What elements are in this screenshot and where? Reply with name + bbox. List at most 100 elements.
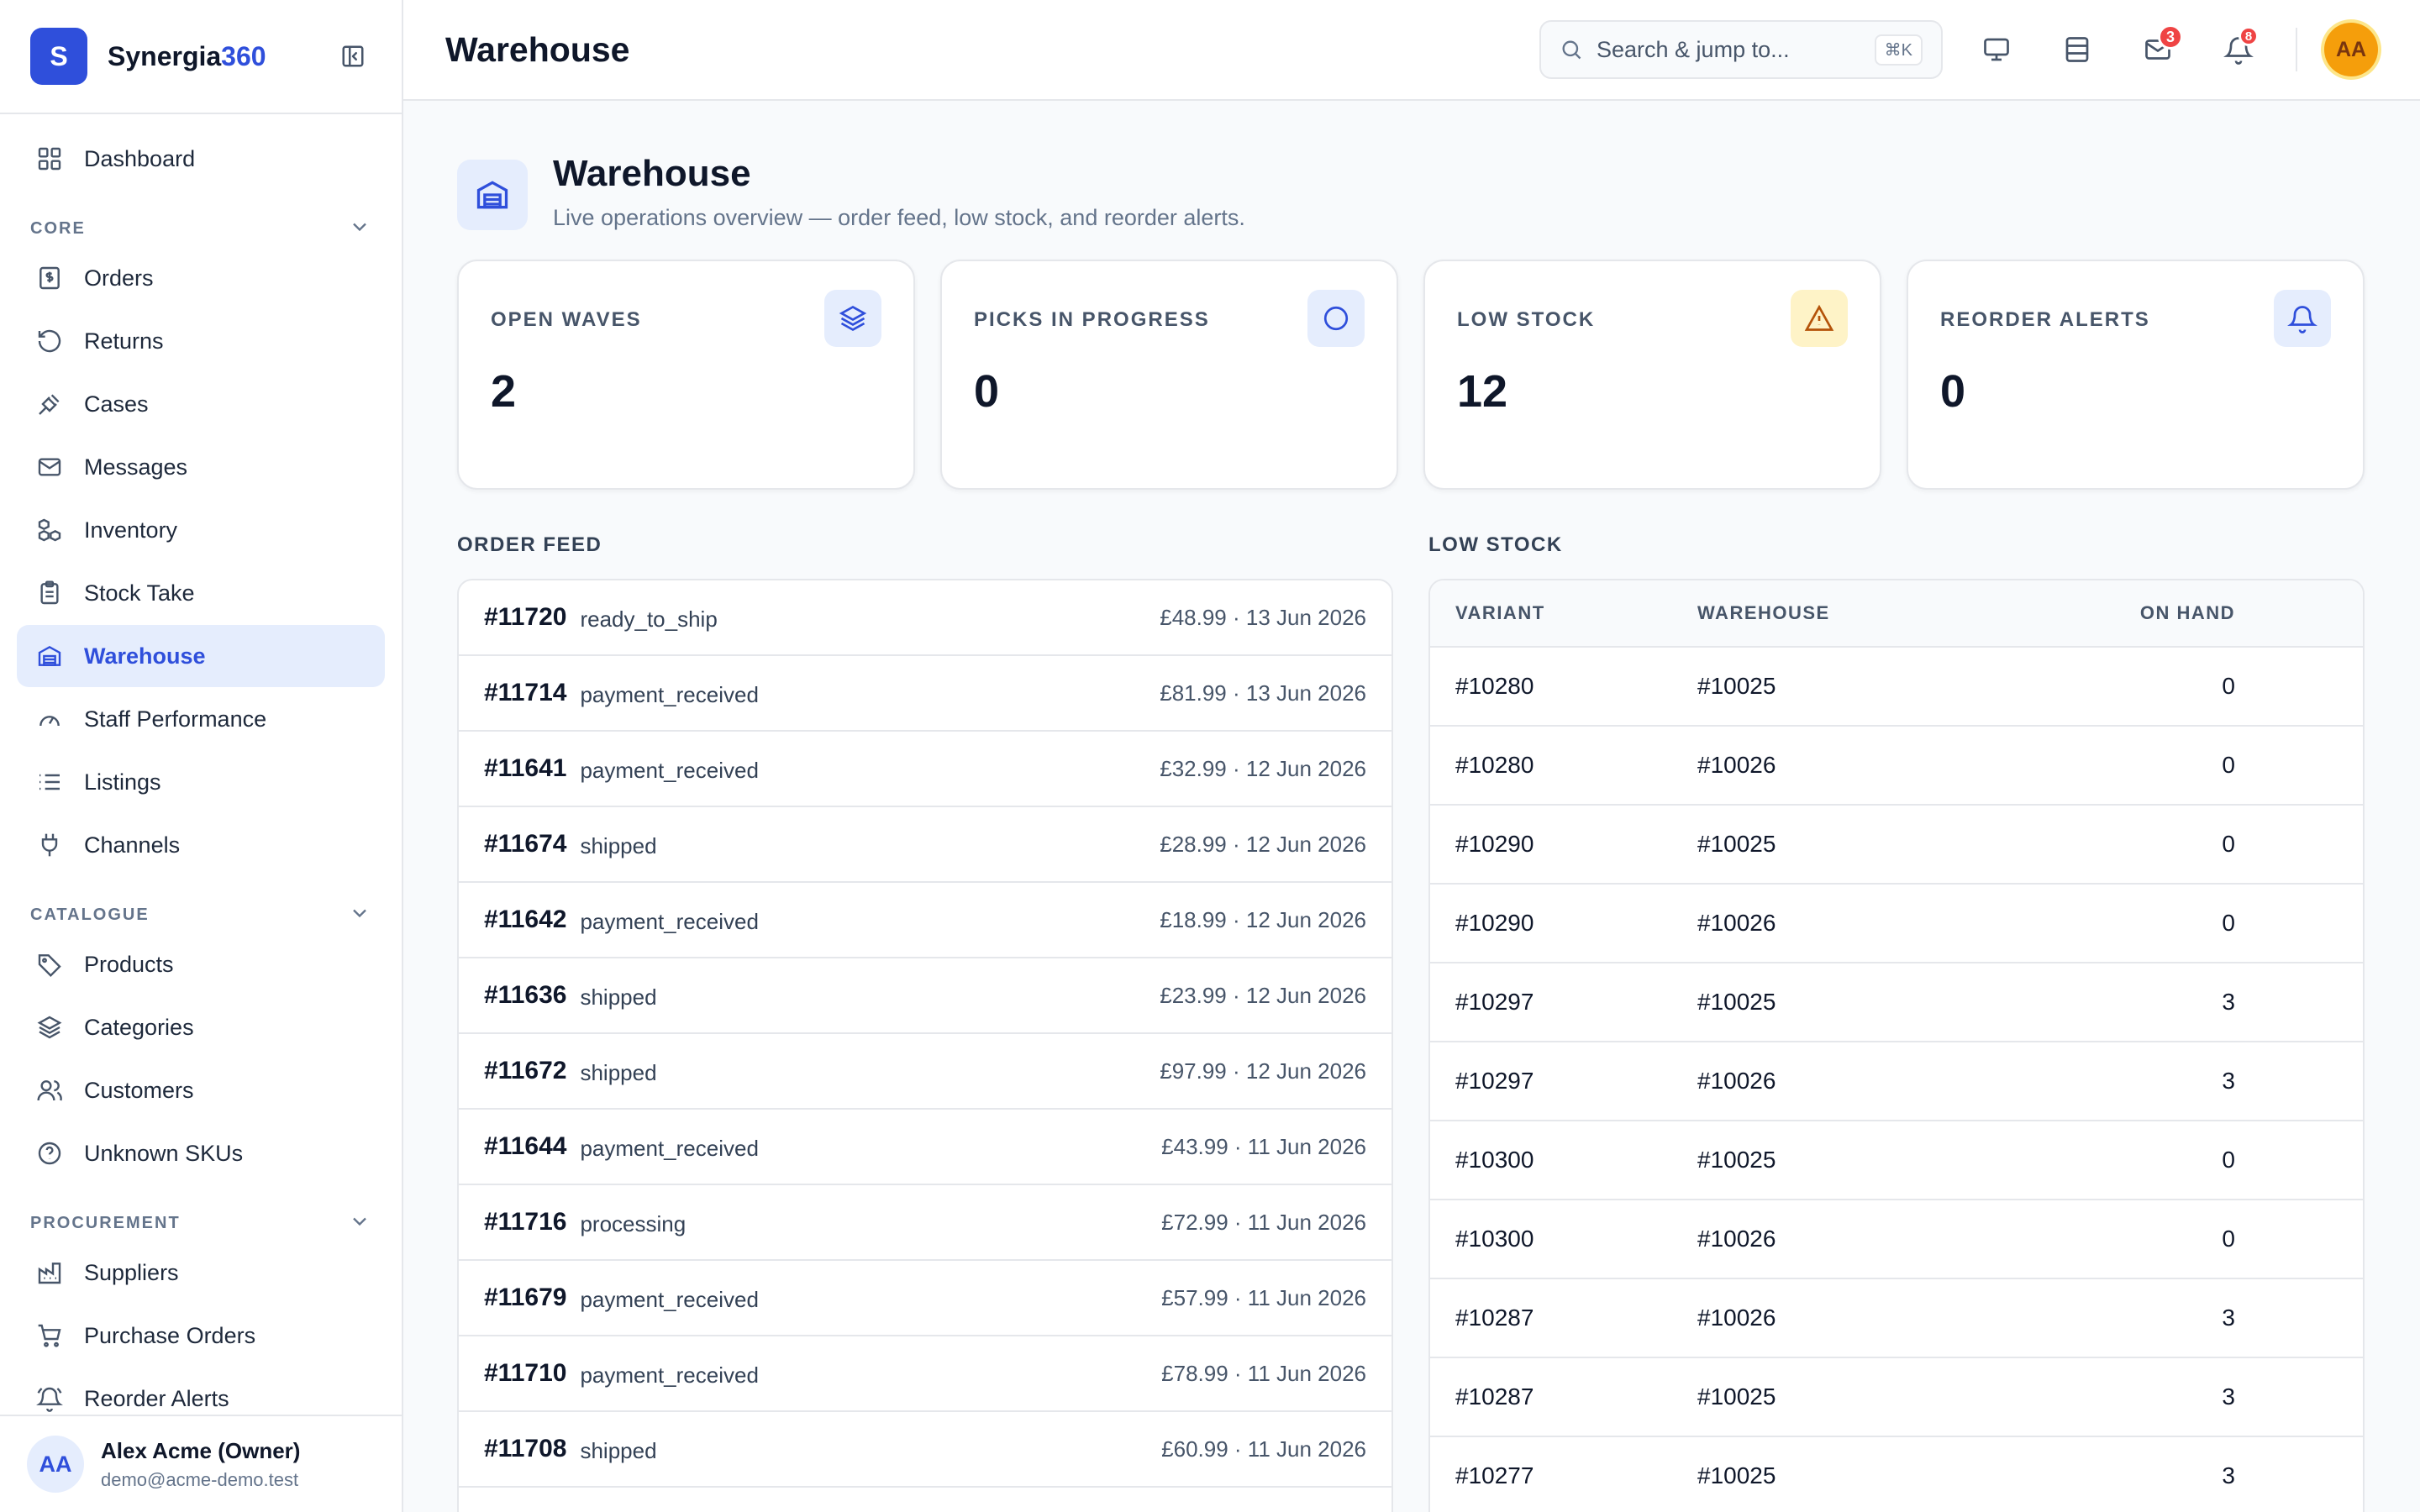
topbar-divider [2296,28,2297,71]
chevron-down-icon [353,909,366,918]
users-icon [35,1076,64,1105]
mail-icon[interactable]: 3 [2131,23,2185,76]
stat-value: 12 [1457,366,1508,417]
table-row[interactable]: #10300 #10025 0 [1430,1121,2363,1200]
stat-value: 0 [1940,366,1966,417]
list-item[interactable]: #11636 shipped £23.99 · 12 Jun 2026 [459,958,1392,1034]
low-stock-title: LOW STOCK [1428,533,1563,556]
section-catalogue[interactable]: CATALOGUE [17,885,385,933]
stat-card-low-stock[interactable]: LOW STOCK 12 [1423,260,1881,490]
user-email: demo@acme-demo.test [101,1468,299,1490]
list-item[interactable]: #11716 processing £72.99 · 11 Jun 2026 [459,1185,1392,1261]
table-row[interactable]: #10287 #10026 3 [1430,1279,2363,1358]
search-input[interactable]: Search & jump to... ⌘K [1539,20,1943,79]
sidebar: S Synergia360 Dashboard CORE Orders Retu… [0,0,403,1512]
list-item[interactable]: #11710 payment_received £78.99 · 11 Jun 20… [459,1336,1392,1412]
list-item[interactable]: #11642 payment_received £18.99 · 12 Jun 20… [459,883,1392,958]
sidebar-item-label: Dashboard [84,145,196,171]
order-feed-list: #11720 ready_to_ship £48.99 · 13 Jun 2026 … [457,579,1393,1512]
mail-badge: 3 [2158,24,2183,50]
list-item[interactable]: #11679 payment_received £57.99 · 11 Jun 20… [459,1261,1392,1336]
sidebar-collapse-icon[interactable] [334,38,371,75]
column-header-warehouse[interactable]: WAREHOUSE [1697,602,1830,623]
table-row[interactable]: #10297 #10026 3 [1430,1042,2363,1121]
list-item[interactable]: #11672 shipped £97.99 · 12 Jun 2026 [459,1034,1392,1110]
list-item[interactable]: #11714 payment_received £81.99 · 13 Jun 20… [459,656,1392,732]
stat-label: LOW STOCK [1457,308,1596,331]
sidebar-item-unknown-skus[interactable]: Unknown SKUs [17,1122,385,1184]
brand-name[interactable]: Synergia360 [108,40,266,71]
bell-ring-icon [35,1384,64,1413]
avatar[interactable]: AA [2324,23,2378,76]
table-row[interactable]: #10290 #10025 0 [1430,806,2363,885]
bell-icon[interactable]: 8 [2212,23,2265,76]
low-stock-panel: LOW STOCK VARIANT WAREHOUSE ON HAND #102… [1428,533,2365,1512]
table-row[interactable]: #10290 #10026 0 [1430,885,2363,963]
list-item[interactable]: #11641 payment_received £32.99 · 12 Jun 20… [459,732,1392,807]
chevron-down-icon [353,1217,366,1226]
order-feed-title: ORDER FEED [457,533,602,556]
sidebar-item-inventory[interactable]: Inventory [17,499,385,561]
sidebar-item-returns[interactable]: Returns [17,310,385,372]
list-item[interactable]: #11708 shipped £60.99 · 11 Jun 2026 [459,1412,1392,1488]
sidebar-item-dashboard[interactable]: Dashboard [17,128,385,190]
list-icon [35,768,64,796]
sidebar-item-stock-take[interactable]: Stock Take [17,562,385,624]
brand-logo[interactable]: S [30,28,87,85]
monitor-icon[interactable] [1970,23,2023,76]
gavel-icon [35,390,64,418]
sidebar-item-warehouse[interactable]: Warehouse [17,625,385,687]
alert-triangle-icon [1791,290,1848,347]
list-item[interactable]: #11720 ready_to_ship £48.99 · 13 Jun 2026 [459,580,1392,656]
chevron-down-icon [353,223,366,232]
stat-card-reorder-alerts[interactable]: REORDER ALERTS 0 [1907,260,2365,490]
list-item[interactable]: #11674 shipped £28.99 · 12 Jun 2026 [459,807,1392,883]
section-core[interactable]: CORE [17,198,385,247]
topbar-title: Warehouse [445,29,630,69]
stat-card-open-waves[interactable]: OPEN WAVES 2 [457,260,915,490]
sidebar-item-staff-performance[interactable]: Staff Performance [17,688,385,750]
table-row[interactable]: #10280 #10025 0 [1430,648,2363,727]
sidebar-item-messages[interactable]: Messages [17,436,385,498]
page-subtitle: Live operations overview — order feed, l… [553,205,1245,230]
table-row[interactable]: #10300 #10026 0 [1430,1200,2363,1279]
column-header-on-hand[interactable]: ON HAND [2139,602,2235,623]
stat-card-picks-in-progress[interactable]: PICKS IN PROGRESS 0 [940,260,1398,490]
sidebar-item-listings[interactable]: Listings [17,751,385,813]
low-stock-table: VARIANT WAREHOUSE ON HAND #10280 #10025 0 … [1428,579,2365,1512]
table-row[interactable]: #10297 #10025 3 [1430,963,2363,1042]
column-header-variant[interactable]: VARIANT [1455,602,1545,623]
sidebar-item-orders[interactable]: Orders [17,247,385,309]
stat-value: 2 [491,366,517,417]
layout-icon[interactable] [2050,23,2104,76]
list-item[interactable]: #11644 payment_received £43.99 · 11 Jun 20… [459,1110,1392,1185]
notification-badge: 8 [2238,26,2259,46]
warehouse-icon [457,160,528,230]
sidebar-item-cases[interactable]: Cases [17,373,385,435]
page-title: Warehouse [553,153,751,194]
sidebar-item-suppliers[interactable]: Suppliers [17,1242,385,1304]
stat-label: REORDER ALERTS [1940,308,2150,331]
sidebar-item-categories[interactable]: Categories [17,996,385,1058]
search-shortcut: ⌘K [1874,34,1923,66]
section-procurement[interactable]: PROCUREMENT [17,1193,385,1242]
boxes-icon [35,516,64,544]
tag-icon [35,950,64,979]
table-row[interactable]: #10277 #10025 3 [1430,1437,2363,1512]
sidebar-item-reorder-alerts[interactable]: Reorder Alerts [17,1368,385,1430]
mail-icon [35,453,64,481]
grid-icon [35,144,64,173]
stat-label: PICKS IN PROGRESS [974,308,1210,331]
sidebar-item-products[interactable]: Products [17,933,385,995]
sidebar-item-channels[interactable]: Channels [17,814,385,876]
sidebar-item-customers[interactable]: Customers [17,1059,385,1121]
sidebar-item-purchase-orders[interactable]: Purchase Orders [17,1305,385,1367]
rotate-ccw-icon [35,327,64,355]
cart-icon [35,1321,64,1350]
table-row[interactable]: #10287 #10025 3 [1430,1358,2363,1437]
stat-value: 0 [974,366,1000,417]
layers-icon [824,290,881,347]
sidebar-nav: Dashboard CORE Orders Returns Cases Mess… [0,114,402,1430]
table-row[interactable]: #10280 #10026 0 [1430,727,2363,806]
user-profile[interactable]: AA Alex Acme (Owner) demo@acme-demo.test [0,1415,402,1512]
